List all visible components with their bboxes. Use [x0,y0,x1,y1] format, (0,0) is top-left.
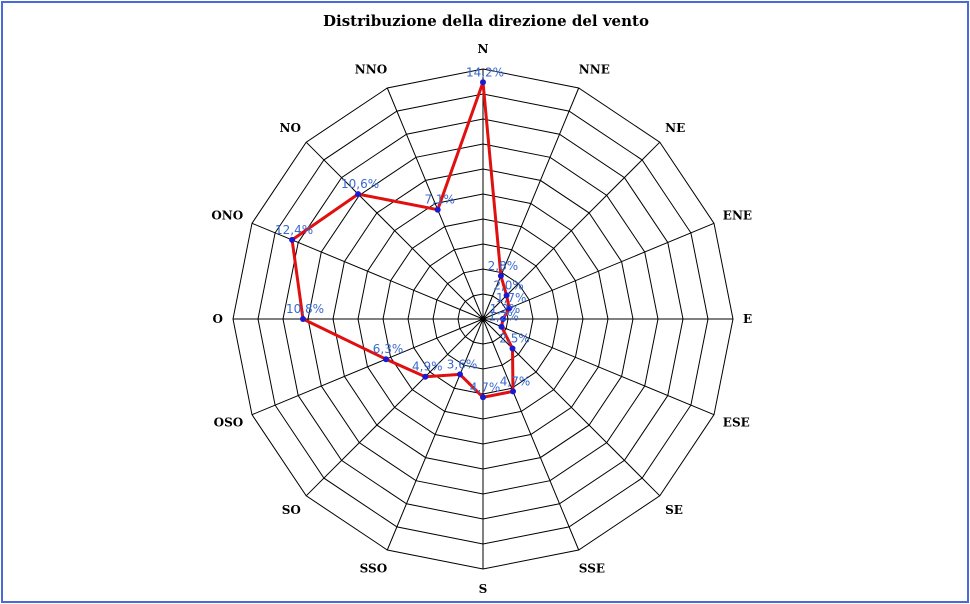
data-label-e: 1,2% [490,302,521,316]
radar-chart: N NNE NE ENE E ESE SE SSE S SSO SO OSO O ONO NO NNO 14,2… [211,42,752,596]
direction-label-n: N [478,42,489,56]
direction-label-s: S [479,582,488,596]
data-point-ne [503,292,510,299]
data-label-sse: 4,7% [500,374,531,388]
data-label-sso: 3,6% [447,357,478,371]
spoke-sso [386,318,484,551]
data-point-o [300,316,306,322]
data-label-nno: 7,1% [424,193,455,207]
data-label-s: 4,7% [470,380,501,394]
data-point-sso [457,371,463,378]
data-point-ono [289,236,296,243]
spoke-no [305,141,484,320]
data-point-nne [497,272,504,279]
data-point-oso [383,356,389,363]
chart-title: Distribuzione della direzione del vento [323,12,649,30]
direction-label-e: E [743,312,752,326]
direction-label-ono: ONO [211,209,243,223]
spoke-oso [251,318,484,416]
data-label-so: 4,9% [412,360,443,374]
direction-label-so: SO [282,503,301,517]
data-label-ne: 2,0% [493,278,524,292]
direction-label-ene: ENE [723,209,752,223]
direction-label-nne: NNE [579,63,610,77]
data-label-nne: 2,8% [488,259,519,273]
spoke-nne [482,87,580,320]
data-label-n: 14,2% [466,65,504,79]
direction-label-o: O [213,312,223,326]
direction-label-nno: NNO [355,63,387,77]
spoke-ese [482,318,715,416]
data-label-oso: 6,3% [373,342,404,356]
data-point-se [509,345,516,352]
direction-label-sse: SSE [579,561,605,575]
spoke-nno [386,87,484,320]
data-point-s [480,394,486,401]
spoke-sse [482,318,580,551]
spoke-ne [482,141,661,320]
spoke-ene [482,222,715,320]
direction-label-oso: OSO [214,415,244,429]
data-label-ono: 12,4% [275,223,313,237]
data-point-sse [510,388,516,395]
direction-label-ese: ESE [723,415,750,429]
data-point-no [355,191,362,198]
data-point-ese [498,323,505,330]
data-point-e [500,316,506,322]
data-label-se: 2,5% [499,332,530,346]
direction-label-ne: NE [665,121,685,135]
data-point-n [480,79,486,86]
data-point-so [422,373,429,380]
data-label-ene: 1,7% [496,291,527,305]
direction-label-se: SE [665,503,683,517]
data-label-no: 10,6% [341,177,379,191]
direction-label-no: NO [279,121,300,135]
spoke-so [305,318,484,497]
direction-label-sso: SSO [360,561,388,575]
data-point-ene [506,305,513,312]
data-label-o: 10,8% [286,302,324,316]
data-label-ese: 1,2% [488,310,519,324]
data-point-nno [434,206,441,213]
